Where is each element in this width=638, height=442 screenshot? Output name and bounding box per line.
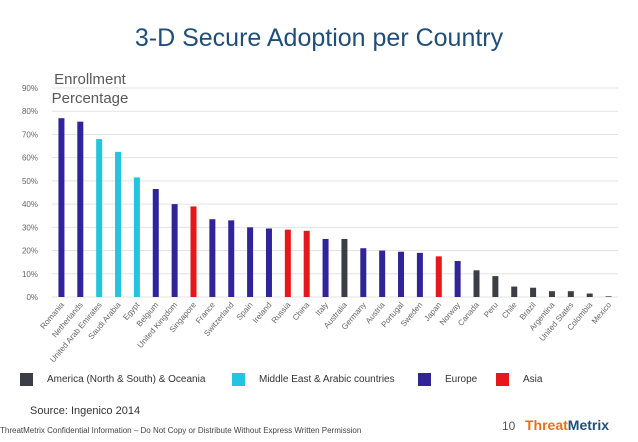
bar-japan bbox=[435, 256, 442, 297]
bar-singapore bbox=[190, 206, 197, 297]
x-tick-label: Chile bbox=[500, 300, 519, 320]
x-tick-label: Russia bbox=[270, 300, 293, 325]
logo-metrix: Metrix bbox=[567, 417, 610, 433]
bar-argentina bbox=[548, 291, 555, 297]
bar-saudi-arabia bbox=[115, 151, 122, 297]
bar-chile bbox=[511, 286, 518, 297]
y-tick-label: 70% bbox=[22, 130, 38, 139]
y-tick-label: 20% bbox=[22, 247, 38, 256]
bar-ireland bbox=[265, 228, 272, 297]
page-number: 10 bbox=[502, 419, 516, 433]
chart-title: 3-D Secure Adoption per Country bbox=[134, 24, 504, 52]
bar-china bbox=[303, 230, 310, 297]
bar-netherlands bbox=[77, 121, 84, 297]
source-note: Source: Ingenico 2014 bbox=[30, 405, 141, 417]
x-tick-label: Peru bbox=[482, 301, 500, 320]
bar-romania bbox=[58, 118, 65, 297]
legend-label-asia: Asia bbox=[523, 373, 543, 385]
x-tick-label: Italy bbox=[314, 301, 330, 318]
legend-item-asia: Asia bbox=[496, 372, 542, 386]
legend-swatch-europe bbox=[418, 372, 431, 386]
bar-chart: 0% 10% 20% 30% 40% 50% 60% 70% 80% 90% RomaniaNet… bbox=[22, 84, 618, 364]
bar-brazil bbox=[530, 287, 537, 297]
bar-egypt bbox=[133, 177, 140, 297]
y-tick-label: 90% bbox=[22, 84, 38, 93]
bar-peru bbox=[492, 276, 499, 297]
bar-mexico bbox=[605, 296, 612, 297]
bar-russia bbox=[284, 229, 291, 297]
bar-norway bbox=[454, 261, 461, 297]
y-tick-label: 80% bbox=[22, 107, 38, 116]
bar-colombia bbox=[586, 293, 593, 297]
x-tick-label: Ireland bbox=[251, 301, 274, 326]
legend-swatch-middle-east bbox=[232, 372, 245, 386]
bar-sweden bbox=[416, 252, 423, 297]
logo-threat: Threat bbox=[525, 417, 568, 433]
bars bbox=[58, 118, 612, 297]
x-tick-label: China bbox=[291, 300, 312, 322]
confidential-footer: ThreatMetrix Confidential Information – … bbox=[0, 426, 362, 435]
bar-united-states bbox=[567, 291, 574, 297]
bar-spain bbox=[247, 227, 254, 297]
gridlines bbox=[52, 87, 618, 298]
bar-switzerland bbox=[228, 220, 235, 297]
legend-item-middle-east: Middle East & Arabic countries bbox=[232, 372, 395, 386]
bar-united-arab-emirates bbox=[96, 139, 103, 297]
bar-austria bbox=[379, 250, 386, 297]
y-axis-label: Enrollment Percentage bbox=[51, 71, 129, 107]
legend-label-middle-east: Middle East & Arabic countries bbox=[259, 373, 395, 385]
y-tick-labels: 0% 10% 20% 30% 40% 50% 60% 70% 80% 90% bbox=[22, 84, 38, 302]
y-tick-label: 30% bbox=[22, 223, 38, 232]
bar-australia bbox=[341, 238, 348, 297]
y-tick-label: 50% bbox=[22, 177, 38, 186]
bar-france bbox=[209, 219, 216, 297]
legend-item-europe: Europe bbox=[418, 372, 477, 386]
y-tick-label: 60% bbox=[22, 154, 38, 163]
y-tick-label: 40% bbox=[22, 200, 38, 209]
bar-belgium bbox=[152, 189, 159, 297]
y-tick-label: 0% bbox=[26, 293, 38, 302]
y-tick-label: 10% bbox=[22, 270, 38, 279]
legend-label-europe: Europe bbox=[445, 373, 478, 385]
legend-swatch-america bbox=[20, 372, 33, 386]
x-tick-label: Canada bbox=[456, 300, 481, 328]
legend-swatch-asia bbox=[496, 372, 509, 386]
bar-portugal bbox=[398, 251, 405, 297]
x-tick-label: Mexico bbox=[590, 300, 614, 326]
legend-label-america: America (North & South) & Oceania bbox=[47, 373, 206, 385]
bar-germany bbox=[360, 248, 367, 297]
bar-italy bbox=[322, 238, 329, 297]
bar-united-kingdom bbox=[171, 204, 178, 297]
bar-canada bbox=[473, 270, 480, 297]
legend-item-america: America (North & South) & Oceania bbox=[20, 372, 205, 386]
threatmetrix-logo: ThreatMetrix bbox=[525, 417, 609, 433]
